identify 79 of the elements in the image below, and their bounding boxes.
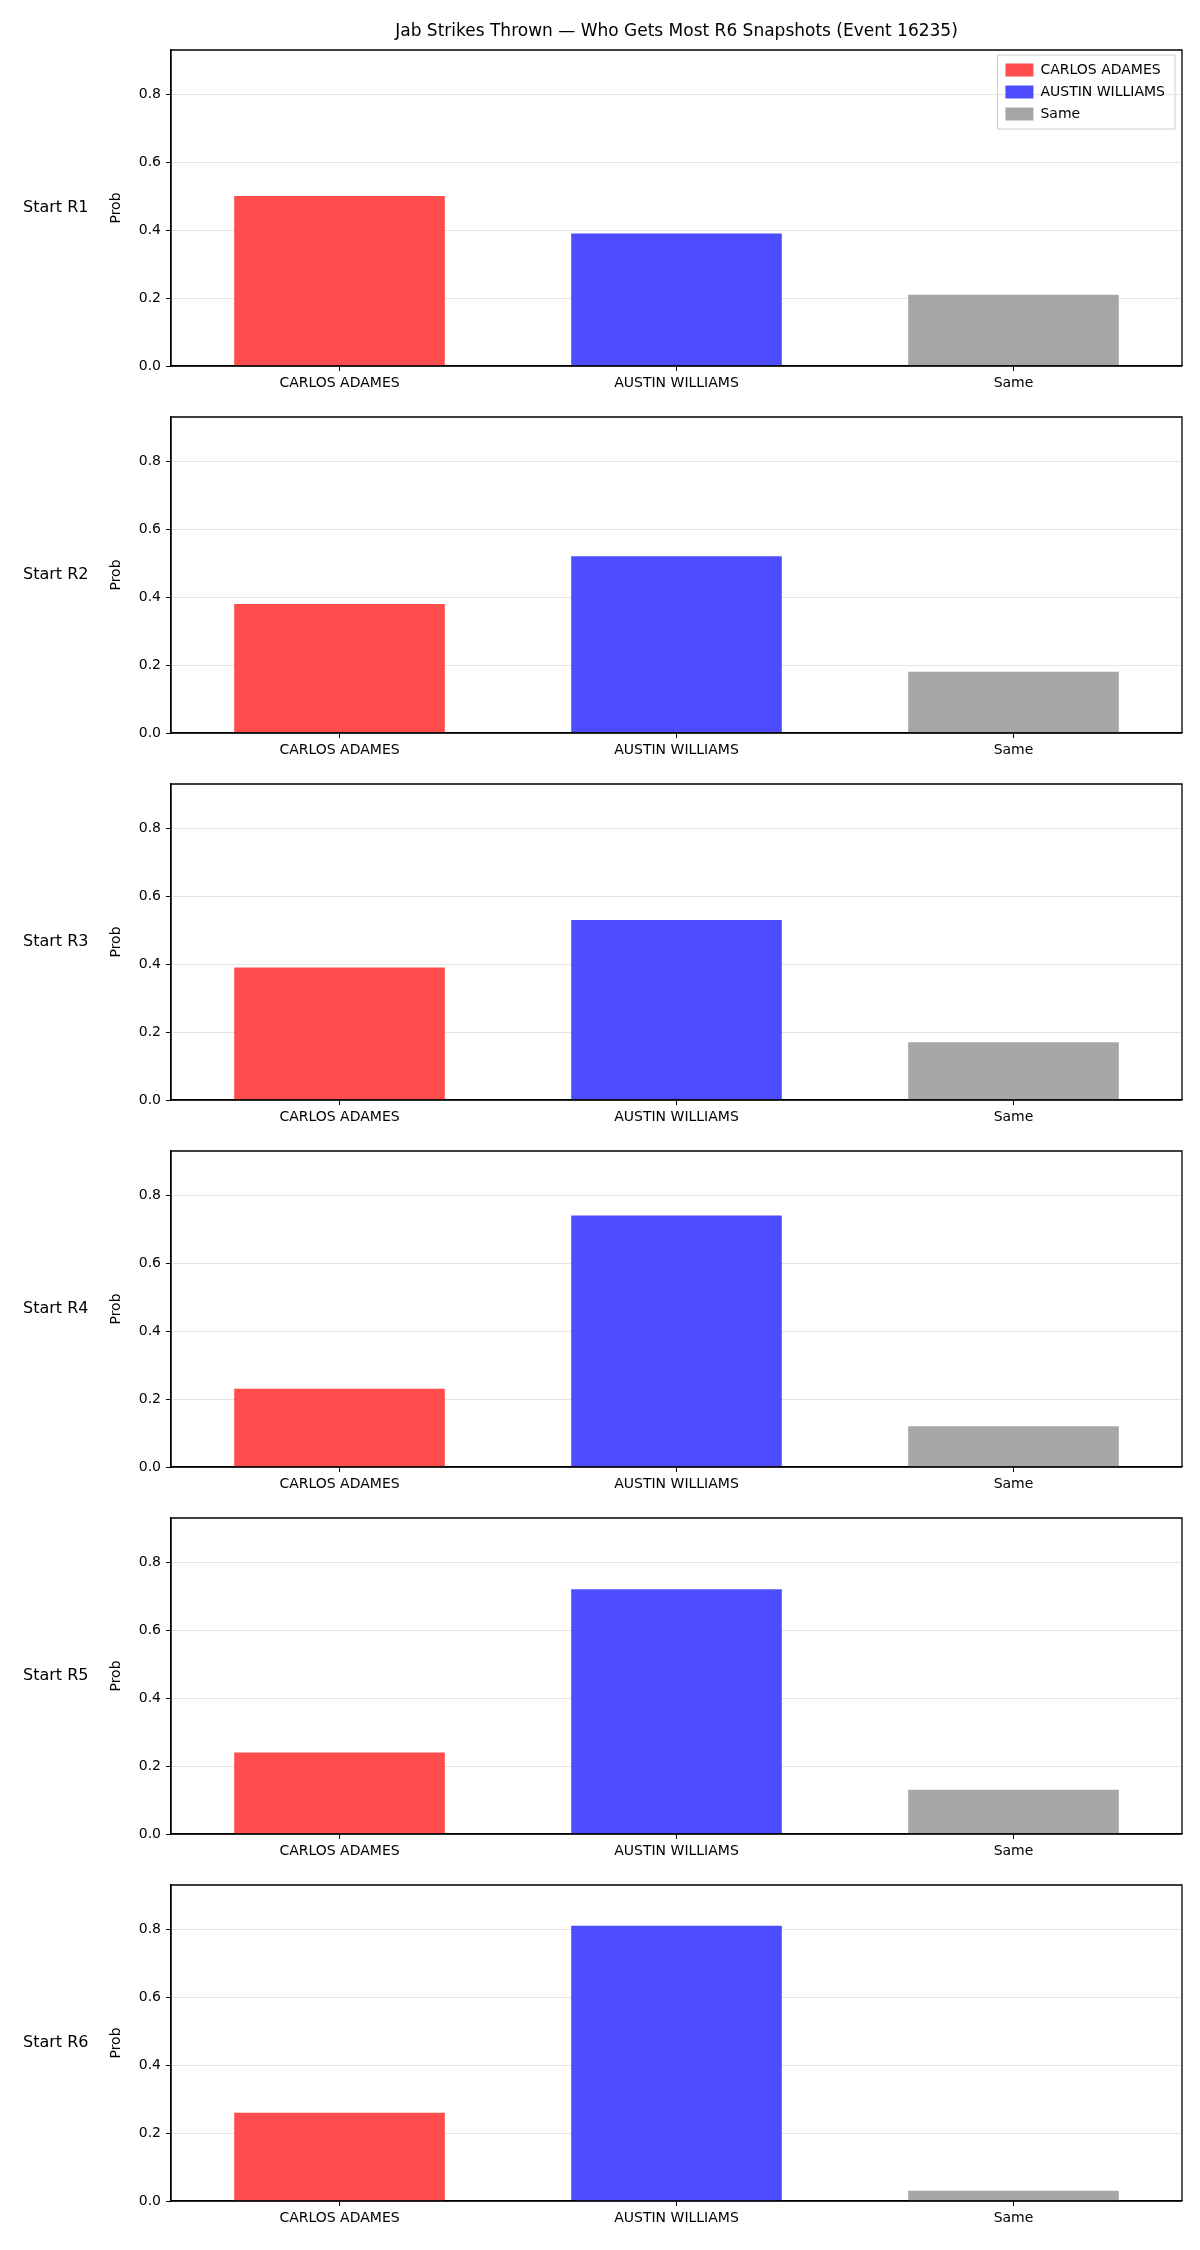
y-tick-label: 0.6 [138,1987,162,2004]
y-tick-label: 0.8 [138,818,161,835]
x-tick-label: Same [993,741,1034,758]
x-tick-label: Same [993,1108,1034,1125]
bar [234,1752,445,1834]
legend-label: Same [1040,104,1081,121]
x-tick-label: Same [993,2209,1034,2226]
y-tick-label: 0.8 [138,84,161,101]
y-tick-label: 0.4 [138,587,162,604]
y-tick-label: 0.8 [138,1552,161,1569]
text: Start R3 [23,931,89,951]
y-tick-label: 0.0 [138,723,161,740]
x-tick-label: CARLOS ADAMES [279,1108,400,1125]
y-axis-title: Prob [107,1660,124,1692]
y-tick-label: 0.0 [138,1824,161,1841]
x-tick-label: CARLOS ADAMES [279,2209,400,2226]
bar [234,967,445,1100]
y-axis-title: Prob [107,559,124,591]
y-tick-label: 0.2 [138,2123,161,2140]
bar [571,1215,782,1467]
legend-label: CARLOS ADAMES [1040,60,1161,77]
y-tick-label: 0.2 [138,1022,161,1039]
bar [234,603,445,733]
bar [908,2190,1119,2201]
bar [571,919,782,1100]
x-tick-label: AUSTIN WILLIAMS [614,2209,739,2226]
y-tick-label: 0.0 [138,2191,161,2208]
y-axis-title: Prob [107,1293,124,1325]
x-tick-label: CARLOS ADAMES [279,741,400,758]
y-axis-title: Prob [107,2027,124,2059]
x-tick-label: Same [993,374,1034,391]
y-tick-label: 0.4 [138,220,162,237]
x-tick-label: CARLOS ADAMES [279,1475,400,1492]
y-tick-label: 0.8 [138,451,161,468]
bar [234,1388,445,1467]
x-tick-label: CARLOS ADAMES [279,374,400,391]
y-tick-label: 0.2 [138,1756,161,1773]
bar [908,671,1119,733]
y-tick-label: 0.2 [138,655,161,672]
y-tick-label: 0.6 [138,1620,162,1637]
y-tick-label: 0.0 [138,1457,161,1474]
x-tick-label: AUSTIN WILLIAMS [614,1475,739,1492]
text: Start R6 [23,2032,89,2052]
text: Start R2 [23,564,89,584]
bar [571,1925,782,2201]
y-tick-label: 0.8 [138,1185,161,1202]
bar [234,2112,445,2201]
y-tick-label: 0.2 [138,288,161,305]
y-tick-label: 0.0 [138,1090,161,1107]
text: Start R5 [23,1665,89,1685]
y-tick-label: 0.2 [138,1389,161,1406]
y-tick-label: 0.4 [138,2055,162,2072]
x-tick-label: AUSTIN WILLIAMS [614,1842,739,1859]
x-tick-label: AUSTIN WILLIAMS [614,374,739,391]
bar [571,1589,782,1834]
y-tick-label: 0.4 [138,1688,162,1705]
y-tick-label: 0.8 [138,1919,161,1936]
y-axis-title: Prob [107,192,124,224]
bar [908,1789,1119,1834]
bar [571,556,782,733]
x-tick-label: Same [993,1842,1034,1859]
y-tick-label: 0.6 [138,1253,162,1270]
x-tick-label: AUSTIN WILLIAMS [614,741,739,758]
x-tick-label: Same [993,1475,1034,1492]
chart-title: Jab Strikes Thrown — Who Gets Most R6 Snapshots (Event 16235) [394,20,958,41]
y-tick-label: 0.4 [138,954,162,971]
y-tick-label: 0.6 [138,152,162,169]
bar [908,1426,1119,1467]
text: Start R1 [23,197,89,217]
legend-label: AUSTIN WILLIAMS [1040,82,1166,99]
x-tick-label: AUSTIN WILLIAMS [614,1108,739,1125]
y-tick-label: 0.6 [138,886,162,903]
x-tick-label: CARLOS ADAMES [279,1842,400,1859]
y-axis-title: Prob [107,926,124,958]
y-tick-label: 0.0 [138,356,161,373]
y-tick-label: 0.6 [138,519,162,536]
text: Start R4 [23,1298,89,1318]
y-tick-label: 0.4 [138,1321,162,1338]
bar [908,1042,1119,1100]
